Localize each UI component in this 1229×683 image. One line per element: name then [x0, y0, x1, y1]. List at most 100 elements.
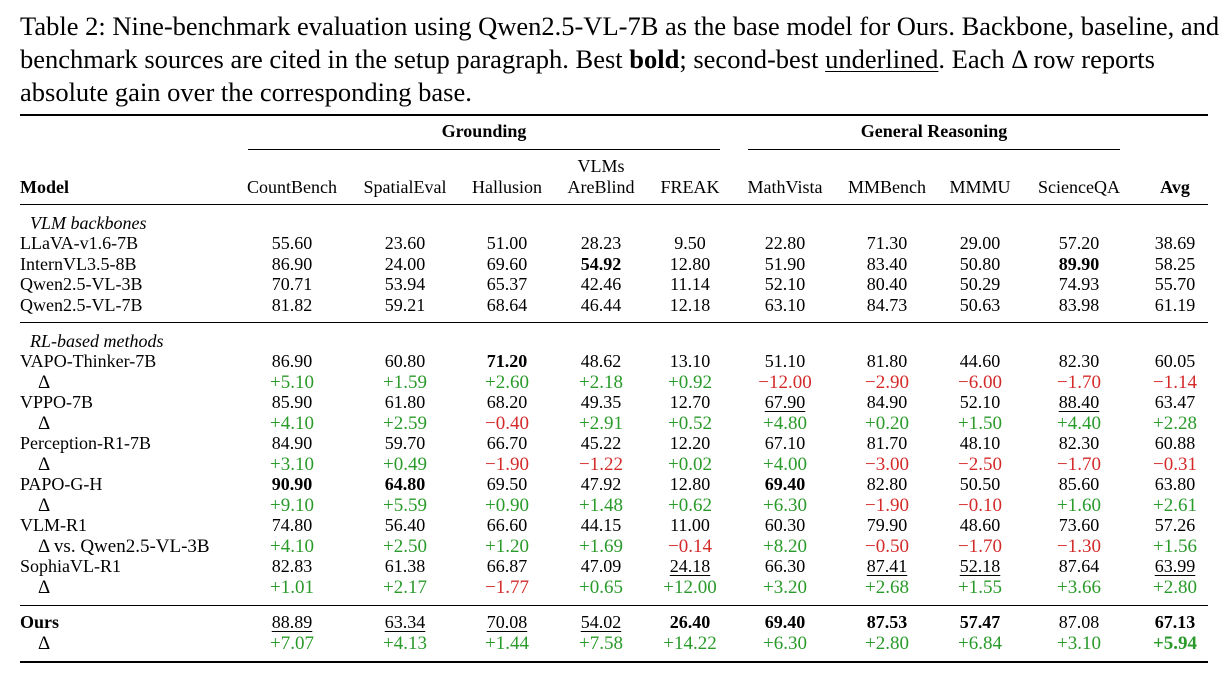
- table-cell: 11.14: [670, 274, 710, 294]
- table-cell: 67.13: [1154, 612, 1196, 632]
- row-label: Δ vs. Qwen2.5-VL-3B: [38, 535, 210, 557]
- header-areblind: AreBlind: [567, 177, 635, 197]
- table-cell: 87.53: [866, 612, 908, 632]
- table-cell: +0.92: [668, 371, 712, 393]
- table-cell: 47.09: [580, 556, 622, 576]
- table-cell: +2.68: [865, 576, 909, 598]
- table-cell: 12.80: [669, 253, 711, 274]
- ours-rule: [20, 605, 1208, 606]
- table-row: SophiaVL-R1 82.83 61.38 66.87 47.09 24.18 66.3…: [0, 556, 1229, 577]
- table-cell: +2.17: [383, 576, 427, 598]
- table-cell: +7.58: [579, 633, 623, 654]
- table-cell: 74.93: [1058, 274, 1100, 294]
- table-cell: 57.26: [1154, 515, 1196, 535]
- table-cell: +2.59: [383, 412, 427, 434]
- table-cell: 12.20: [669, 433, 711, 453]
- table-cell: 52.18: [959, 556, 1001, 576]
- table-cell: 84.73: [866, 294, 908, 315]
- table-cell: 90.90: [271, 474, 313, 494]
- group-grounding: Grounding: [441, 121, 527, 141]
- table-cell: 28.23: [580, 233, 622, 253]
- table-cell: 84.90: [271, 433, 313, 453]
- table-cell: 51.90: [764, 253, 806, 274]
- table-cell: −0.31: [1153, 453, 1197, 475]
- table-cell: −0.50: [865, 535, 909, 557]
- table-cell: 45.22: [580, 433, 622, 453]
- table-cell: 55.60: [271, 233, 313, 253]
- table-cell: 59.21: [384, 294, 426, 315]
- table-cell: 58.25: [1154, 253, 1196, 274]
- row-label: Δ: [38, 576, 51, 598]
- table-cell: 81.80: [866, 351, 908, 371]
- table-cell: +4.13: [383, 633, 427, 654]
- table-cell: 49.35: [580, 392, 622, 412]
- table-cell: 56.40: [384, 515, 426, 535]
- table-cell: 63.47: [1154, 392, 1196, 412]
- table-cell: 83.98: [1058, 294, 1100, 315]
- table-cell: 23.60: [384, 233, 426, 253]
- table-cell: 60.05: [1154, 351, 1196, 371]
- table-cell: 9.50: [674, 233, 706, 253]
- table-cell: 55.70: [1154, 274, 1196, 294]
- table-cell: 12.70: [669, 392, 711, 412]
- caption-underline-word: underlined: [825, 44, 939, 74]
- section-vlm-backbones: VLM backbones: [30, 213, 147, 233]
- table-cell: +3.20: [763, 576, 807, 598]
- table-cell: 50.50: [959, 474, 1001, 494]
- table-row: Ours 88.89 63.34 70.08 54.02 26.40 69.40 87.53 5…: [0, 612, 1229, 633]
- table-cell: +1.44: [485, 633, 529, 654]
- row-label: Qwen2.5-VL-7B: [20, 294, 143, 315]
- table-cell: 66.60: [486, 515, 528, 535]
- bottom-rule: [20, 661, 1208, 663]
- table-cell: +1.55: [958, 576, 1002, 598]
- table-row: LLaVA-v1.6-7B 55.60 23.60 51.00 28.23 9.50 22.…: [0, 233, 1229, 254]
- table-cell: 13.10: [669, 351, 711, 371]
- delta-row: Δ vs. Qwen2.5-VL-3B +4.10 +2.50 +1.20 +1.69 −…: [0, 536, 1229, 557]
- delta-row: Δ +3.10 +0.49 −1.90 −1.22 +0.02 +4.00 −3.00 −2.5…: [0, 454, 1229, 475]
- table-cell: +5.94: [1152, 633, 1198, 654]
- table-cell: 68.64: [486, 294, 528, 315]
- table-cell: +0.62: [668, 494, 712, 516]
- table-row: PAPO-G-H 90.90 64.80 69.50 47.92 12.80 69.40 82…: [0, 474, 1229, 495]
- header-hallusion: Hallusion: [472, 177, 542, 197]
- table-cell: −0.10: [958, 494, 1002, 516]
- table-cell: 44.15: [580, 515, 622, 535]
- table-cell: 57.20: [1058, 233, 1100, 253]
- table-cell: 81.82: [271, 294, 313, 315]
- table-row: Qwen2.5-VL-3B 70.71 53.94 65.37 42.46 11.14 52…: [0, 274, 1229, 295]
- table-cell: 51.00: [486, 233, 528, 253]
- table-row: InternVL3.5-8B 86.90 24.00 69.60 54.92 12.80 5…: [0, 254, 1229, 275]
- table-cell: +1.59: [383, 371, 427, 393]
- table-cell: −2.50: [958, 453, 1002, 475]
- table-cell: 63.99: [1154, 556, 1196, 576]
- table-cell: +4.40: [1057, 412, 1101, 434]
- table-cell: +1.69: [579, 535, 623, 557]
- caption-text-3: . Each Δ row reports absolute gain over …: [20, 44, 1155, 107]
- table-cell: +2.60: [485, 371, 529, 393]
- table-cell: +3.10: [270, 453, 314, 475]
- table-cell: −1.90: [865, 494, 909, 516]
- table-cell: 47.92: [580, 474, 622, 494]
- row-label: LLaVA-v1.6-7B: [20, 233, 139, 253]
- table-cell: 60.80: [384, 351, 426, 371]
- table-cell: −0.14: [668, 535, 712, 557]
- table-cell: −1.14: [1153, 371, 1197, 393]
- table-cell: +6.30: [763, 633, 807, 654]
- row-label: Perception-R1-7B: [20, 433, 151, 453]
- table-cell: 61.19: [1154, 294, 1196, 315]
- delta-row: Δ +4.10 +2.59 −0.40 +2.91 +0.52 +4.80 +0.20 +1.5…: [0, 413, 1229, 434]
- header-freak: FREAK: [660, 177, 720, 197]
- table-cell: 42.46: [580, 274, 622, 294]
- table-cell: 89.90: [1058, 253, 1100, 274]
- table-cell: +7.07: [270, 633, 314, 654]
- table-cell: 66.30: [764, 556, 806, 576]
- table-cell: 69.40: [764, 612, 806, 632]
- table-cell: −1.70: [958, 535, 1002, 557]
- table-cell: 48.62: [580, 351, 622, 371]
- table-cell: 50.80: [959, 253, 1001, 274]
- table-row: VLM-R1 74.80 56.40 66.60 44.15 11.00 60.30 79.9…: [0, 515, 1229, 536]
- table-cell: −1.70: [1057, 371, 1101, 393]
- row-label: VAPO-Thinker-7B: [20, 351, 157, 371]
- table-cell: 48.60: [959, 515, 1001, 535]
- table-cell: 52.10: [764, 274, 806, 294]
